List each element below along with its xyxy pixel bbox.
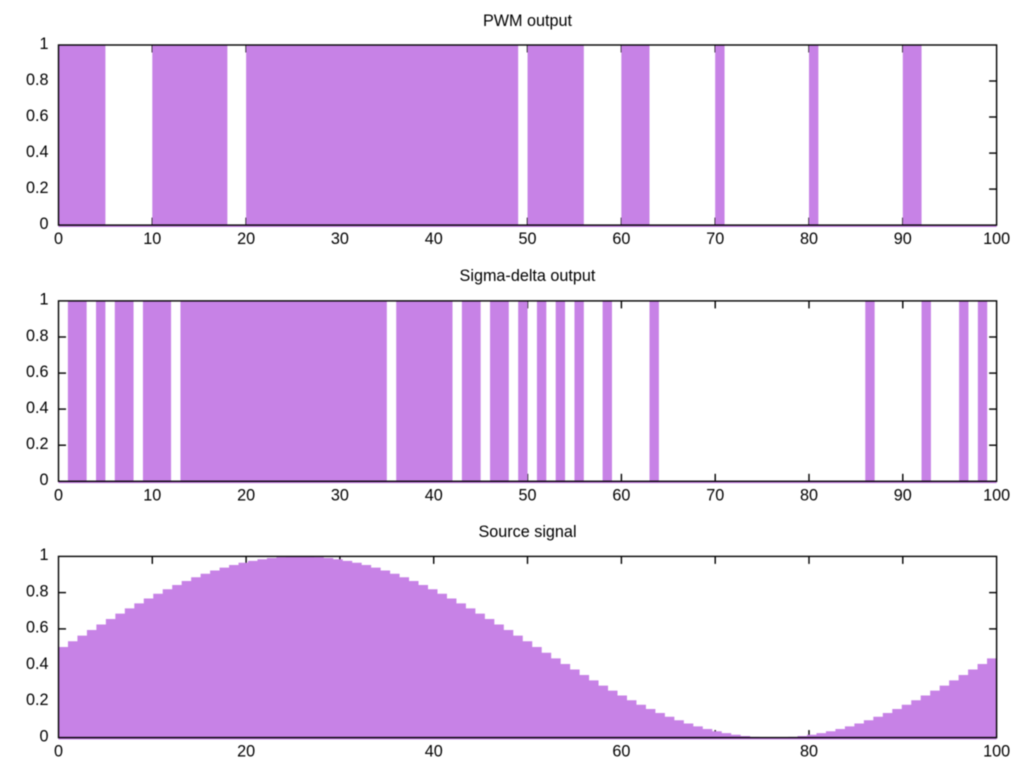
svg-text:0.2: 0.2: [26, 179, 49, 197]
svg-text:0: 0: [54, 230, 63, 248]
svg-text:0.2: 0.2: [26, 691, 49, 709]
svg-text:100: 100: [983, 743, 1010, 761]
svg-text:20: 20: [237, 743, 255, 761]
svg-text:1: 1: [39, 291, 48, 309]
svg-text:0.2: 0.2: [26, 435, 49, 453]
svg-text:80: 80: [800, 230, 818, 248]
svg-text:90: 90: [894, 230, 912, 248]
svg-text:PWM output: PWM output: [483, 12, 573, 30]
svg-text:0.8: 0.8: [26, 582, 49, 600]
svg-text:80: 80: [800, 486, 818, 504]
svg-text:50: 50: [518, 486, 536, 504]
svg-text:90: 90: [894, 486, 912, 504]
svg-text:0.6: 0.6: [26, 363, 49, 381]
svg-text:Source signal: Source signal: [478, 523, 576, 541]
svg-text:0: 0: [54, 743, 63, 761]
svg-text:100: 100: [983, 230, 1010, 248]
svg-text:80: 80: [800, 743, 818, 761]
svg-text:60: 60: [612, 743, 630, 761]
svg-text:50: 50: [518, 230, 536, 248]
svg-text:20: 20: [237, 230, 255, 248]
svg-text:100: 100: [983, 486, 1010, 504]
svg-text:0.4: 0.4: [26, 399, 49, 417]
svg-text:0.6: 0.6: [26, 619, 49, 637]
svg-text:30: 30: [331, 486, 349, 504]
svg-text:0: 0: [39, 471, 48, 489]
svg-text:60: 60: [612, 230, 630, 248]
svg-text:0: 0: [39, 727, 48, 745]
svg-text:20: 20: [237, 486, 255, 504]
svg-text:1: 1: [39, 35, 48, 53]
svg-text:70: 70: [706, 486, 724, 504]
svg-text:0.8: 0.8: [26, 71, 49, 89]
svg-text:0: 0: [39, 215, 48, 233]
svg-text:Sigma-delta output: Sigma-delta output: [460, 267, 596, 285]
svg-text:10: 10: [143, 486, 161, 504]
svg-text:40: 40: [425, 486, 443, 504]
svg-text:60: 60: [612, 486, 630, 504]
svg-text:40: 40: [425, 230, 443, 248]
svg-text:1: 1: [39, 546, 48, 564]
svg-text:30: 30: [331, 230, 349, 248]
svg-text:40: 40: [425, 743, 443, 761]
svg-text:0.8: 0.8: [26, 327, 49, 345]
svg-text:10: 10: [143, 230, 161, 248]
svg-text:0.4: 0.4: [26, 143, 49, 161]
svg-text:0: 0: [54, 486, 63, 504]
svg-text:0.6: 0.6: [26, 107, 49, 125]
svg-text:70: 70: [706, 230, 724, 248]
svg-text:0.4: 0.4: [26, 655, 49, 673]
